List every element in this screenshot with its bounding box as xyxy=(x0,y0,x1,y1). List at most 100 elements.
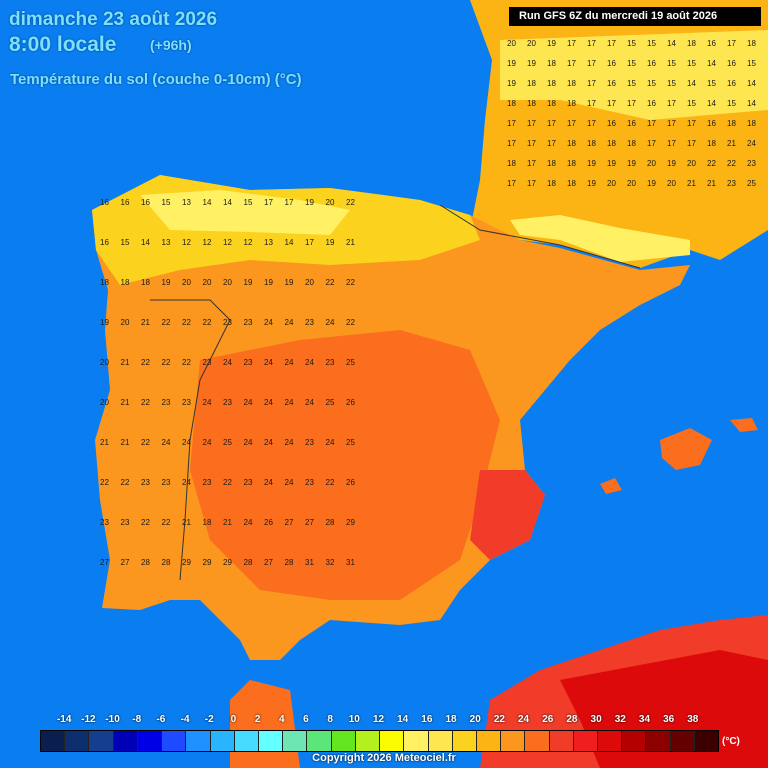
temperature-value: 17 xyxy=(567,59,576,68)
temperature-value: 17 xyxy=(607,39,616,48)
temperature-value: 22 xyxy=(346,198,355,207)
temperature-value: 29 xyxy=(223,558,232,567)
temperature-value: 24 xyxy=(326,438,335,447)
legend-label: 30 xyxy=(590,714,602,725)
temperature-value: 17 xyxy=(507,179,516,188)
temperature-value: 19 xyxy=(587,159,596,168)
temperature-value: 15 xyxy=(747,59,756,68)
legend-label: 26 xyxy=(542,714,554,725)
temperature-value: 15 xyxy=(667,59,676,68)
temperature-value: 24 xyxy=(203,438,212,447)
temperature-value: 15 xyxy=(162,198,171,207)
temperature-value: 18 xyxy=(707,139,716,148)
temperature-value: 27 xyxy=(100,558,109,567)
temperature-value: 14 xyxy=(223,198,232,207)
temperature-value: 24 xyxy=(285,438,294,447)
temperature-value: 18 xyxy=(567,139,576,148)
temperature-value: 23 xyxy=(305,438,314,447)
temperature-value: 15 xyxy=(627,39,636,48)
temperature-value: 20 xyxy=(223,278,232,287)
temperature-value: 17 xyxy=(587,79,596,88)
temperature-value: 15 xyxy=(687,59,696,68)
temperature-value: 22 xyxy=(141,398,150,407)
temperature-value: 17 xyxy=(587,59,596,68)
legend-label: 0 xyxy=(230,714,237,725)
temperature-value: 15 xyxy=(707,79,716,88)
temperature-value: 19 xyxy=(285,278,294,287)
temperature-value: 20 xyxy=(121,318,130,327)
temperature-value: 18 xyxy=(100,278,109,287)
temperature-value: 18 xyxy=(547,179,556,188)
temperature-value: 18 xyxy=(567,79,576,88)
legend-swatch xyxy=(598,731,623,751)
legend-label: 14 xyxy=(397,714,409,725)
temperature-value: 28 xyxy=(285,558,294,567)
legend-swatch xyxy=(210,731,235,751)
legend-swatch xyxy=(283,731,308,751)
temperature-value: 18 xyxy=(527,99,536,108)
temperature-value: 15 xyxy=(687,99,696,108)
temperature-value: 26 xyxy=(264,518,273,527)
temperature-value: 23 xyxy=(727,179,736,188)
temperature-value: 18 xyxy=(507,99,516,108)
legend-swatch xyxy=(404,731,429,751)
legend-label: 8 xyxy=(327,714,333,725)
temperature-value: 23 xyxy=(223,318,232,327)
temperature-value: 21 xyxy=(121,438,130,447)
legend-labels: -14 -12 -10 -8 -6 -4 -2 0 2 4 6 8 10 12 14 16 18 20 22 24 26… xyxy=(40,714,720,728)
temperature-value: 26 xyxy=(346,478,355,487)
temperature-value: 18 xyxy=(547,59,556,68)
temperature-value: 14 xyxy=(707,99,716,108)
temperature-value: 13 xyxy=(264,238,273,247)
temperature-value: 17 xyxy=(507,119,516,128)
legend-label: 18 xyxy=(445,714,457,725)
legend-label: 20 xyxy=(469,714,481,725)
temperature-value: 20 xyxy=(607,179,616,188)
temperature-value: 23 xyxy=(182,398,191,407)
legend-swatch xyxy=(331,731,356,751)
temperature-value: 23 xyxy=(747,159,756,168)
temperature-value: 27 xyxy=(264,558,273,567)
temperature-value: 13 xyxy=(162,238,171,247)
temperature-value: 27 xyxy=(285,518,294,527)
legend-swatch xyxy=(380,731,405,751)
temperature-value: 24 xyxy=(244,518,253,527)
legend-swatch xyxy=(186,731,211,751)
temperature-value: 12 xyxy=(244,238,253,247)
temperature-value: 15 xyxy=(244,198,253,207)
legend-label: 2 xyxy=(254,714,261,725)
temperature-value: 20 xyxy=(667,179,676,188)
temperature-value: 23 xyxy=(244,478,253,487)
color-legend xyxy=(40,730,719,752)
temperature-value: 21 xyxy=(687,179,696,188)
temperature-value: 17 xyxy=(587,119,596,128)
temperature-value: 22 xyxy=(141,438,150,447)
temperature-value: 17 xyxy=(285,198,294,207)
legend-swatch xyxy=(307,731,332,751)
legend-swatch xyxy=(622,731,647,751)
legend-swatch xyxy=(137,731,163,751)
legend-swatch xyxy=(646,731,671,751)
legend-label: 32 xyxy=(614,714,626,725)
temperature-value: 17 xyxy=(647,139,656,148)
temperature-value: 17 xyxy=(527,119,536,128)
legend-swatch xyxy=(355,731,381,751)
temperature-value: 20 xyxy=(326,198,335,207)
temperature-value: 18 xyxy=(747,119,756,128)
temperature-value: 27 xyxy=(305,518,314,527)
temperature-value: 19 xyxy=(607,159,616,168)
temperature-value: 23 xyxy=(162,478,171,487)
temperature-value: 18 xyxy=(547,159,556,168)
temperature-value: 28 xyxy=(141,558,150,567)
temperature-value: 16 xyxy=(707,39,716,48)
temperature-value: 24 xyxy=(264,318,273,327)
temperature-value: 17 xyxy=(727,39,736,48)
temperature-value: 28 xyxy=(162,558,171,567)
temperature-value: 17 xyxy=(305,238,314,247)
temperature-value: 18 xyxy=(527,79,536,88)
temperature-value: 18 xyxy=(587,139,596,148)
temperature-value: 15 xyxy=(727,99,736,108)
temperature-value: 26 xyxy=(346,398,355,407)
temperature-value: 22 xyxy=(203,318,212,327)
